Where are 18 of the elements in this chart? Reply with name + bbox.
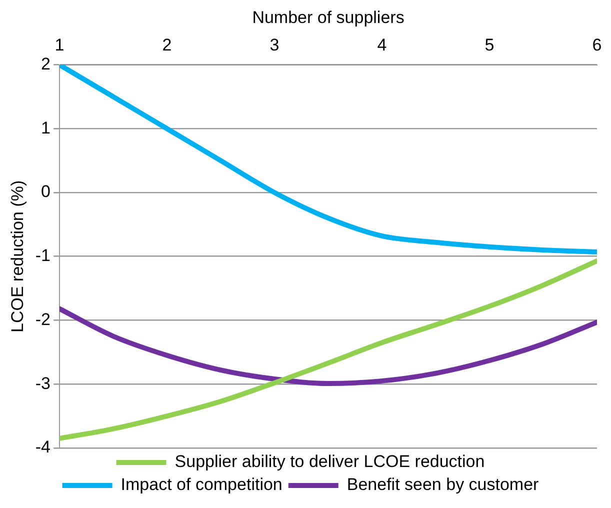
x-tick-label: 4 xyxy=(377,35,387,54)
x-tick-label: 1 xyxy=(54,35,64,54)
y-tick-label: 0 xyxy=(41,182,51,202)
x-tick-label: 6 xyxy=(592,35,602,54)
y-tick-label: 2 xyxy=(41,54,51,74)
legend-label: Benefit seen by customer xyxy=(346,475,540,494)
legend-label: Impact of competition xyxy=(120,475,282,494)
y-tick-label: 1 xyxy=(41,118,51,138)
x-tick-label: 5 xyxy=(484,35,494,54)
y-tick-label: -2 xyxy=(35,310,51,329)
x-tick-label: 3 xyxy=(270,35,280,54)
y-tick-label: -4 xyxy=(35,438,51,457)
y-tick-label: -3 xyxy=(35,374,51,393)
y-axis-title: LCOE reduction (%) xyxy=(8,180,27,332)
legend-label: Supplier ability to deliver LCOE reduction xyxy=(174,452,485,472)
y-tick-label: -1 xyxy=(35,246,51,266)
x-axis-title: Number of suppliers xyxy=(252,8,404,27)
x-tick-label: 2 xyxy=(162,35,172,54)
